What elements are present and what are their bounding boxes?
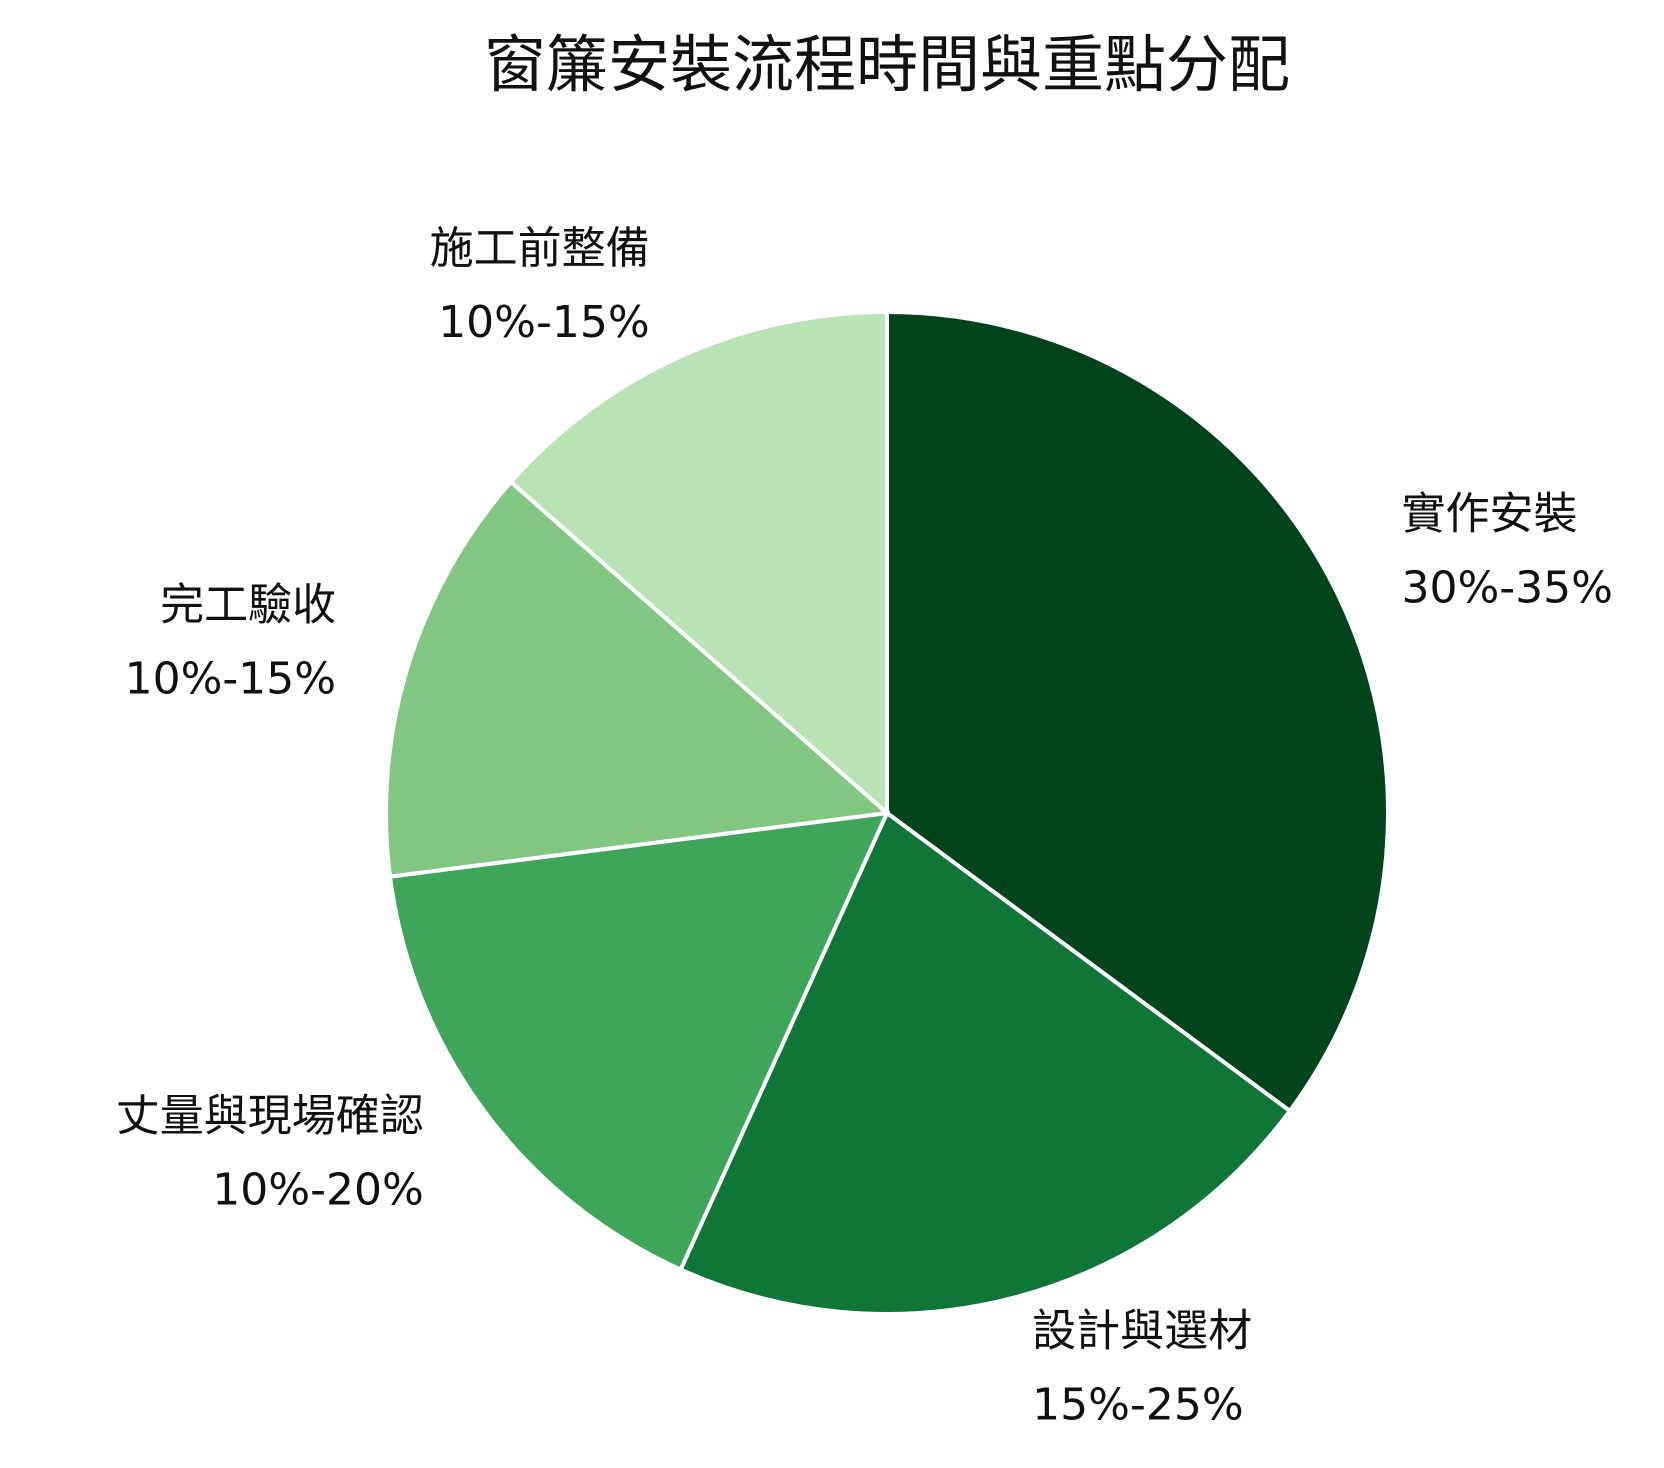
- chart-title: 窗簾安裝流程時間與重點分配: [484, 28, 1290, 101]
- pie-slice: [387, 810, 891, 1273]
- slice-label: 完工驗收: [160, 579, 336, 630]
- slice-value-label: 15%-25%: [1032, 1380, 1243, 1431]
- pie-slice: [677, 809, 1293, 1316]
- pie-slice: [508, 309, 889, 818]
- slice-value-label: 10%-15%: [125, 653, 336, 704]
- slice-label: 實作安裝: [1401, 489, 1577, 540]
- slice-label: 丈量與現場確認: [116, 1091, 424, 1142]
- slice-value-label: 30%-35%: [1401, 563, 1612, 614]
- slice-label: 施工前整備: [430, 223, 650, 274]
- slice-value-label: 10%-15%: [438, 297, 649, 348]
- pie-slice: [384, 479, 892, 879]
- slice-label: 設計與選材: [1032, 1306, 1252, 1357]
- pie-slice: [885, 309, 1390, 1114]
- slice-value-label: 10%-20%: [212, 1165, 423, 1216]
